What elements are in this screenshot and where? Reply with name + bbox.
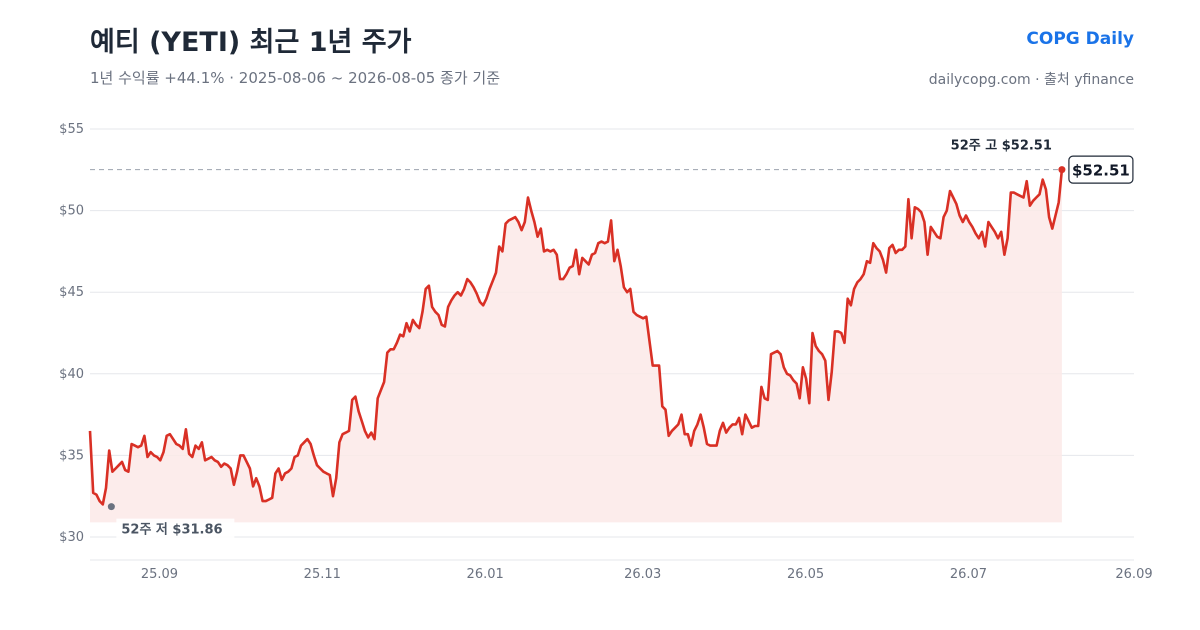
x-tick-label: 26.09 xyxy=(1115,567,1152,582)
y-axis-ticks: $30 $35 $40 $45 $50 $55 xyxy=(59,122,84,545)
y-tick-label: $35 xyxy=(59,448,84,463)
brand-link[interactable]: COPG Daily xyxy=(1026,29,1134,49)
x-axis-ticks: 25.09 25.11 26.01 26.03 26.05 26.07 26.09 xyxy=(141,567,1153,582)
page-subtitle: 1년 수익률 +44.1% · 2025-08-06 ~ 2026-08-05 … xyxy=(90,69,500,87)
last-price-label: $52.51 xyxy=(1072,162,1130,180)
y-tick-label: $30 xyxy=(59,530,84,545)
last-price-box xyxy=(1068,155,1134,184)
x-tick-label: 26.07 xyxy=(950,567,987,582)
x-tick-label: 26.03 xyxy=(624,567,661,582)
y-tick-label: $50 xyxy=(59,204,84,219)
low-marker xyxy=(107,503,115,511)
low-annotation-bg xyxy=(116,518,235,540)
high-annotation: 52주 고 $52.51 xyxy=(951,139,1052,154)
price-area xyxy=(90,169,1062,523)
price-line xyxy=(88,169,1064,506)
x-tick-label: 26.05 xyxy=(787,567,824,582)
x-tick-label: 26.01 xyxy=(467,567,504,582)
low-annotation: 52주 저 $31.86 xyxy=(121,523,222,538)
source-note: dailycopg.com · 출처 yfinance xyxy=(928,72,1134,88)
x-tick-label: 25.09 xyxy=(141,567,178,582)
page-title: 예티 (YETI) 최근 1년 주가 xyxy=(90,27,412,58)
y-tick-label: $40 xyxy=(59,367,84,382)
high-marker xyxy=(1058,166,1066,174)
y-tick-label: $45 xyxy=(59,285,84,300)
x-tick-label: 25.11 xyxy=(304,567,341,582)
y-tick-label: $55 xyxy=(59,122,84,137)
